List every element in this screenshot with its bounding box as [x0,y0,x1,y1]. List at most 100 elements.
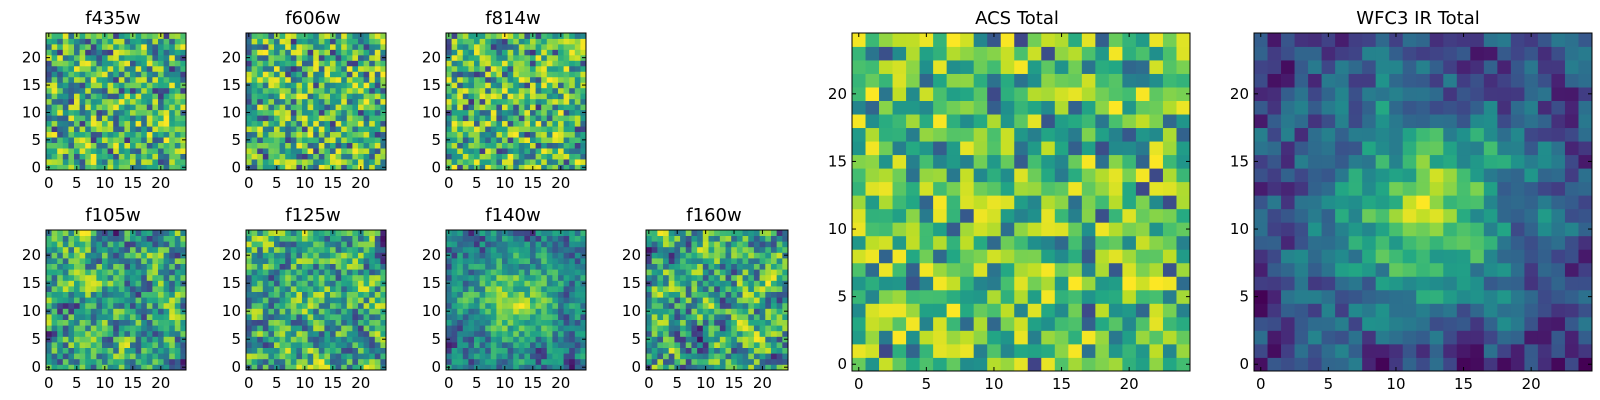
heatmap-cell [502,286,508,292]
heatmap-cell [535,65,542,72]
heatmap-cell [57,330,64,337]
axes-frame [445,32,587,171]
heatmap-cell [268,49,275,56]
heatmap-cell [507,98,514,105]
heatmap-cell [485,286,492,292]
y-tick-label: 20 [22,246,41,264]
heatmap-cell [102,274,108,281]
heatmap-cell [169,308,176,315]
heatmap-cell [474,148,480,154]
heatmap-cell [1135,181,1150,196]
heatmap-cell [960,249,975,264]
heatmap-cell [51,235,58,242]
heatmap-cell [62,258,69,264]
heatmap-cell [174,241,181,248]
heatmap-cell [668,258,675,264]
heatmap-cell [369,104,376,111]
heatmap-cell [1054,330,1069,345]
heatmap-cell [759,291,766,298]
heatmap-cell [1176,357,1191,372]
heatmap-cell [169,60,176,67]
heatmap-cell [530,153,536,160]
heatmap-cell [748,353,755,360]
heatmap-cell [552,38,559,45]
heatmap-cell [296,291,303,298]
heatmap-cell [290,142,297,149]
heatmap-cell [748,241,755,248]
heatmap-cell [569,297,576,304]
heatmap-cell [346,137,353,143]
heatmap-cell [530,43,536,50]
heatmap-cell [268,120,275,127]
x-tick-label: 10 [696,374,715,392]
heatmap-cell [668,314,675,320]
heatmap-cell [569,142,576,149]
heatmap-cell [307,82,314,89]
heatmap-cell [324,87,331,94]
heatmap-cell [1054,357,1069,372]
heatmap-cell [163,43,170,50]
heatmap-cell [363,82,370,89]
heatmap-cell [141,319,148,326]
heatmap-cell [113,319,120,326]
heatmap-cell [46,286,52,292]
heatmap-cell [124,120,131,127]
heatmap-cell [513,126,520,133]
heatmap-cell [558,336,564,343]
heatmap-cell [146,235,153,242]
heatmap-cell [496,159,503,165]
heatmap-cell [79,148,86,154]
heatmap-cell [341,280,348,287]
heatmap-cell [246,98,252,105]
heatmap-cell [152,336,159,343]
heatmap-cell [346,269,353,276]
heatmap-cell [158,325,164,332]
heatmap-cell [474,115,480,122]
heatmap-cell [296,137,303,143]
heatmap-cell [324,291,331,298]
heatmap-cell [651,263,658,270]
heatmap-cell [251,263,258,270]
heatmap-cell [290,330,297,337]
heatmap-cell [146,252,153,259]
heatmap-cell [680,336,687,343]
heatmap-cell [285,148,292,154]
heatmap-cell [507,336,514,343]
heatmap-cell [135,126,142,133]
heatmap-cell [346,148,353,154]
heatmap-cell [906,316,920,331]
heatmap-cell [285,286,292,292]
heatmap-cell [374,302,381,309]
heatmap-cell [85,142,92,149]
heatmap-cell [257,159,264,165]
heatmap-cell [530,258,536,264]
heatmap-cell [113,314,120,320]
heatmap-cell [363,131,370,138]
heatmap-cell [285,353,292,360]
heatmap-cell [374,274,381,281]
heatmap-cell [51,120,58,127]
heatmap-cell [513,258,520,264]
heatmap-cell [102,65,108,72]
heatmap-cell [490,246,497,253]
heatmap-cell [285,263,292,270]
heatmap-cell [141,71,148,78]
heatmap-cell [680,286,687,292]
heatmap-cell [330,109,336,116]
heatmap-cell [107,353,114,360]
heatmap-cell [479,286,486,292]
heatmap-cell [462,159,469,165]
heatmap-cell [530,314,536,320]
heatmap-cell [158,98,164,105]
heatmap-cell [85,319,92,326]
heatmap-cell [546,43,553,50]
heatmap-cell [725,235,732,242]
heatmap-cell [1135,343,1150,358]
heatmap-cell [1095,289,1110,304]
heatmap-cell [580,104,587,111]
heatmap-cell [262,336,269,343]
heatmap-cell [352,314,359,320]
heatmap-cell [770,235,778,242]
heatmap-cell [62,319,69,326]
heatmap-cell [496,137,503,143]
